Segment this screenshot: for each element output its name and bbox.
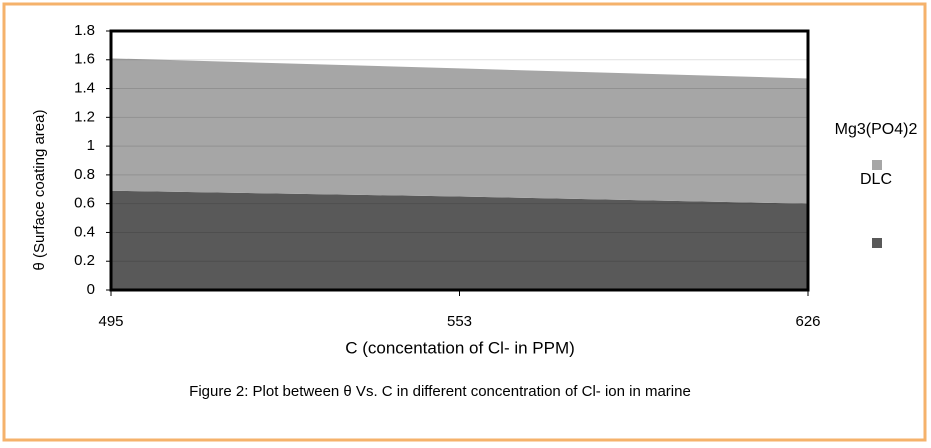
x-tick-label: 553 [447, 313, 472, 330]
x-tick-label: 495 [98, 313, 123, 330]
y-tick-label: 1.4 [74, 80, 95, 97]
area [111, 58, 808, 204]
frame [2, 2, 927, 442]
y-tick-label: 0.8 [74, 166, 95, 183]
legend-label: Mg3(PO4)2 [835, 121, 918, 138]
legend-label: DLC [860, 171, 892, 188]
y-tick-label: 0.6 [74, 195, 95, 212]
y-tick-label: 0.2 [74, 252, 95, 269]
y-tick-label: 0 [87, 281, 95, 298]
x-tick-label: 626 [795, 313, 820, 330]
legend-swatch [872, 238, 882, 248]
y-tick-label: 1.8 [74, 22, 95, 39]
y-tick-label: 0.4 [74, 223, 95, 240]
legend-swatch [872, 160, 882, 170]
x-axis-label: C (concentation of Cl- in PPM) [345, 338, 575, 357]
caption: Figure 2: Plot between θ Vs. C in differ… [189, 383, 691, 400]
y-tick-label: 1.6 [74, 51, 95, 68]
area [111, 190, 808, 290]
y-tick-label: 1 [87, 137, 95, 154]
y-axis-label: θ (Surface coating area) [31, 110, 48, 271]
y-tick-label: 1.2 [74, 108, 95, 125]
